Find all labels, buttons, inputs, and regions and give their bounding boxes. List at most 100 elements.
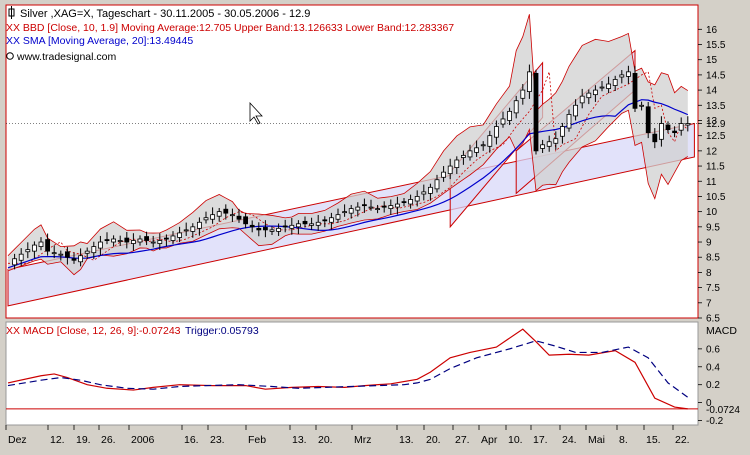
candle-body [196, 221, 202, 229]
candle-body [401, 201, 407, 204]
price-tick-label: 10.5 [706, 192, 726, 203]
candle-body [229, 214, 235, 217]
candle-body [144, 236, 150, 241]
candle-body [394, 203, 400, 208]
candle-body [368, 206, 374, 209]
candle-body [388, 205, 394, 210]
bollinger-mid-line [8, 71, 689, 264]
macd-panel: XX MACD [Close, 12, 26, 9]:-0.07243 Trigg… [6, 325, 740, 427]
candle-body [361, 204, 367, 207]
candle-body [348, 208, 354, 214]
candle-body [560, 126, 565, 137]
candle-body [256, 227, 262, 231]
candle-body [104, 239, 110, 241]
candle-body [593, 89, 598, 96]
price-tick-label: 9 [706, 238, 712, 249]
candle-body [645, 106, 651, 134]
candle-body [500, 118, 506, 125]
candle-body [553, 138, 559, 144]
candle-body [18, 253, 24, 261]
candle-body [540, 144, 545, 149]
indicator-label: XX SMA [Moving Average, 20]:13.49445 [6, 35, 193, 47]
candle-body [566, 113, 572, 129]
candle-body [71, 258, 77, 261]
price-tick-label: 14 [706, 86, 718, 97]
candle-body [527, 71, 532, 93]
date-label: 13. [292, 434, 307, 446]
date-label: Mai [588, 434, 605, 446]
candle-body [117, 240, 123, 242]
candle-body [322, 219, 328, 222]
candle-body [421, 191, 427, 195]
date-label: 26. [101, 434, 116, 446]
date-label: 20. [426, 434, 441, 446]
candle-body [78, 255, 83, 263]
candle-body [190, 226, 196, 232]
candle-body [243, 216, 249, 225]
price-tick-label: 15 [706, 55, 718, 66]
price-tick-label: 9.5 [706, 222, 720, 233]
candle-body [302, 220, 308, 225]
candle-body [249, 224, 255, 228]
macd-plot-area[interactable] [5, 321, 699, 426]
copyright-icon [6, 52, 14, 60]
macd-tick-label: 0.6 [706, 344, 720, 355]
candle-body [25, 249, 31, 253]
date-label: 10. [508, 434, 523, 446]
candle-body [157, 240, 163, 244]
indicator-label: XX BBD [Close, 10, 1.9] Moving Average:1… [6, 22, 454, 34]
candle-body [183, 229, 189, 232]
sma-line [7, 99, 689, 269]
candle-body [579, 95, 585, 104]
candle-body [315, 221, 321, 226]
price-tick-label: 8.5 [706, 253, 720, 264]
bollinger-band [7, 14, 689, 276]
price-tick-label: 11.5 [706, 162, 725, 173]
chart-header: Silver ,XAG=X, Tageschart - 30.11.2005 -… [6, 6, 454, 63]
candle-body [639, 104, 644, 107]
candle-body [355, 206, 361, 211]
candle-body [408, 199, 414, 205]
bollinger-upper-line [7, 14, 689, 256]
date-label: 16. [184, 434, 199, 446]
candle-body [58, 253, 64, 256]
candle-body [612, 79, 618, 86]
candle-body [599, 86, 605, 89]
candle-body [520, 89, 526, 99]
candle-body [447, 165, 453, 175]
candle-body [177, 232, 183, 238]
candle-body [375, 208, 381, 211]
candle-body [665, 124, 671, 130]
candle-body [276, 227, 282, 232]
macd-tick-label: 0 [706, 398, 712, 409]
price-tick-label: 13.5 [706, 101, 726, 112]
candle-body [65, 251, 70, 258]
candle-body [474, 147, 480, 153]
date-label: 24. [562, 434, 577, 446]
candle-body [91, 246, 97, 254]
price-tick-label: 7 [706, 298, 712, 309]
macd-trigger-label: Trigger:0.05793 [185, 325, 259, 337]
date-label: Dez [8, 434, 27, 446]
bollinger-lower-line [7, 109, 689, 276]
price-tick-label: 14.5 [706, 70, 726, 81]
candle-body [45, 239, 50, 252]
candle-body [130, 240, 136, 244]
candle-body [289, 224, 295, 229]
price-tick-label: 11 [706, 177, 717, 188]
date-label: Apr [481, 434, 498, 446]
bollinger-fill [8, 14, 688, 275]
candle-body [84, 250, 90, 254]
candle-body [223, 208, 229, 214]
candle-body [460, 155, 466, 158]
candle-body [546, 141, 552, 147]
candle-body [12, 258, 18, 266]
candle-body [626, 71, 631, 77]
date-axis: Dez 12. 19. 26. 2006 16. 23. Feb 13. 20. Mrz 13. 20.… [5, 425, 690, 446]
candle-body [137, 238, 143, 243]
candle-body [606, 83, 611, 89]
candle-body [619, 74, 625, 78]
candle-body [38, 241, 44, 247]
